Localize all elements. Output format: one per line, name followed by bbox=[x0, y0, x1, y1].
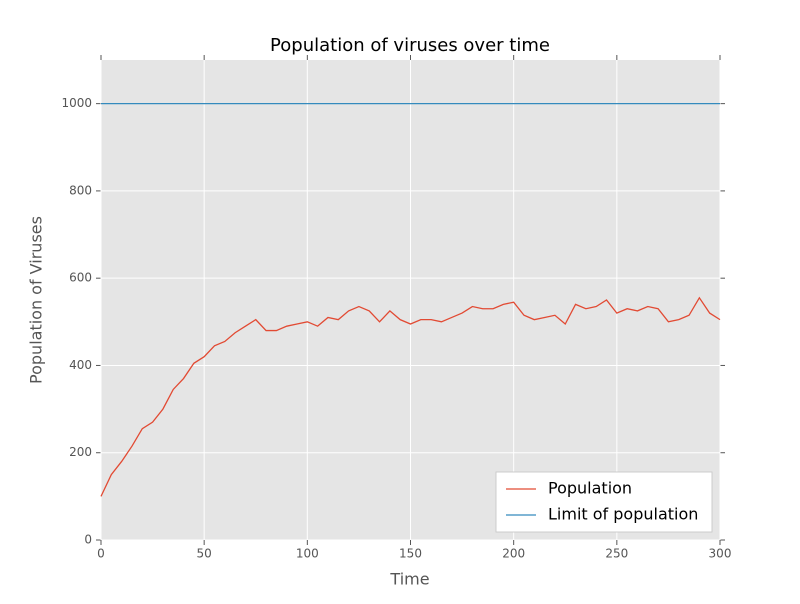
x-tick-label: 200 bbox=[502, 547, 525, 561]
x-tick-label: 50 bbox=[197, 547, 212, 561]
x-tick-label: 300 bbox=[709, 547, 732, 561]
y-tick-label: 200 bbox=[69, 445, 92, 459]
x-tick-label: 0 bbox=[97, 547, 105, 561]
y-tick-label: 1000 bbox=[61, 96, 92, 110]
x-tick-label: 100 bbox=[296, 547, 319, 561]
y-tick-label: 0 bbox=[84, 533, 92, 547]
chart-title: Population of viruses over time bbox=[270, 35, 550, 56]
y-tick-label: 800 bbox=[69, 183, 92, 197]
line-series bbox=[100, 296, 721, 497]
y-tick-label: 400 bbox=[69, 358, 92, 372]
x-tick-label: 250 bbox=[605, 547, 628, 561]
x-axis-label: Time bbox=[389, 570, 429, 589]
legend-label: Population bbox=[548, 479, 632, 498]
legend-box bbox=[495, 471, 713, 533]
x-tick-label: 150 bbox=[399, 547, 422, 561]
legend-label: Limit of population bbox=[548, 505, 698, 524]
y-tick-label: 600 bbox=[69, 271, 92, 285]
y-axis-label: Population of Viruses bbox=[27, 216, 46, 384]
